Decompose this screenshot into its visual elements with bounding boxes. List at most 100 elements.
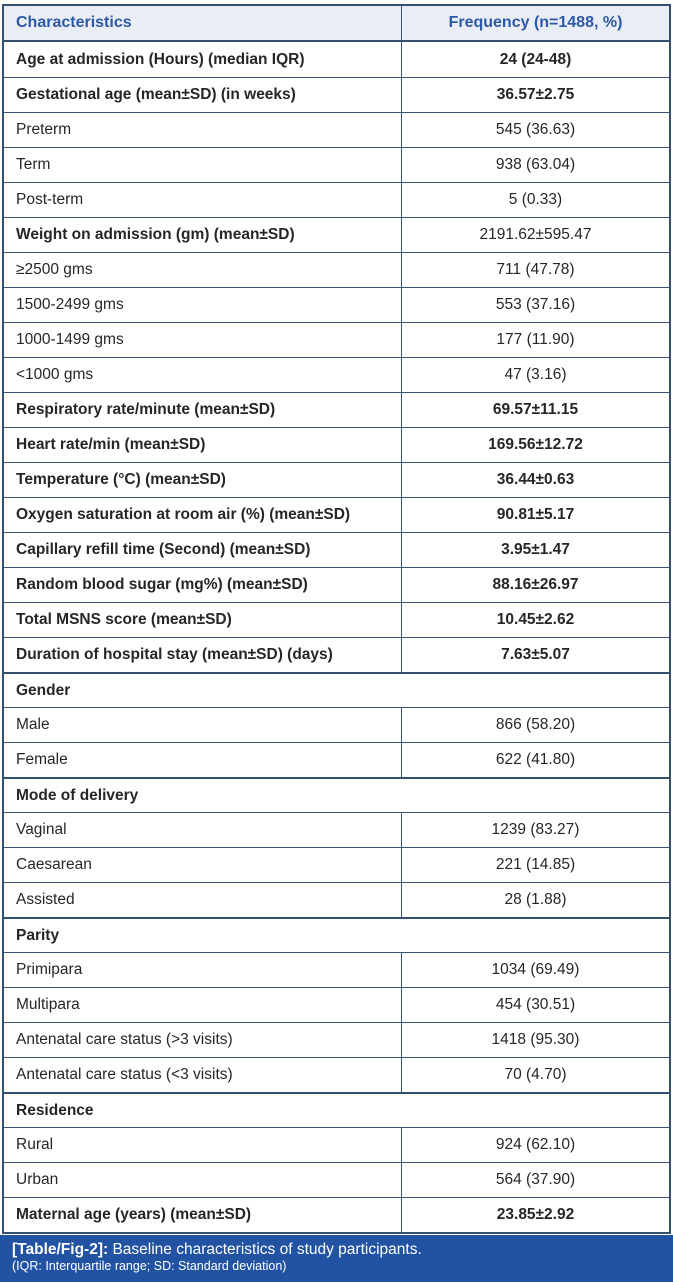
row-value: 2191.62±595.47: [479, 226, 592, 243]
table-row: <1000 gms 47 (3.16): [4, 357, 669, 392]
row-value: 924 (62.10): [495, 1136, 576, 1153]
row-label: Caesarean: [4, 848, 402, 882]
row-value: 36.44±0.63: [496, 471, 575, 488]
table-body: Age at admission (Hours) (median IQR) 24 …: [4, 42, 669, 1232]
row-value: 88.16±26.97: [492, 576, 579, 593]
row-value: 69.57±11.15: [492, 401, 579, 418]
section-row: Mode of delivery: [4, 777, 669, 812]
table-row: Random blood sugar (mg%) (mean±SD) 88.16±…: [4, 567, 669, 602]
table-row: Antenatal care status (>3 visits) 1418 (9…: [4, 1022, 669, 1057]
table-row: 1000-1499 gms 177 (11.90): [4, 322, 669, 357]
row-label: Post-term: [4, 183, 402, 217]
table-row: Total MSNS score (mean±SD) 10.45±2.62: [4, 602, 669, 637]
row-value: 90.81±5.17: [496, 506, 575, 523]
row-label: Oxygen saturation at room air (%) (mean±…: [4, 498, 402, 532]
table-row: Capillary refill time (Second) (mean±SD)…: [4, 532, 669, 567]
row-label: 1000-1499 gms: [4, 323, 402, 357]
section-label: Gender: [16, 681, 71, 699]
table-row: Maternal age (years) (mean±SD) 23.85±2.92: [4, 1197, 669, 1232]
row-label: Antenatal care status (>3 visits): [4, 1023, 402, 1057]
row-label: Multipara: [4, 988, 402, 1022]
row-value: 177 (11.90): [496, 331, 575, 348]
section-label: Parity: [16, 926, 60, 944]
row-label: Heart rate/min (mean±SD): [4, 428, 402, 462]
row-label: Female: [4, 743, 402, 777]
row-value: 28 (1.88): [504, 891, 567, 908]
section-label: Residence: [16, 1101, 94, 1119]
row-label: Primipara: [4, 953, 402, 987]
row-value: 47 (3.16): [504, 366, 567, 383]
row-value: 1034 (69.49): [491, 961, 580, 978]
caption-abbreviation-note: (IQR: Interquartile range; SD: Standard …: [12, 1259, 287, 1274]
row-label: ≥2500 gms: [4, 253, 402, 287]
row-value: 1418 (95.30): [491, 1031, 580, 1048]
row-label: Maternal age (years) (mean±SD): [4, 1198, 402, 1232]
table-row: Urban 564 (37.90): [4, 1162, 669, 1197]
caption-text: Baseline characteristics of study partic…: [112, 1241, 422, 1258]
row-value: 36.57±2.75: [496, 86, 575, 103]
row-value: 711 (47.78): [496, 261, 575, 278]
table-row: Post-term 5 (0.33): [4, 182, 669, 217]
row-value: 564 (37.90): [495, 1171, 576, 1188]
row-label: Capillary refill time (Second) (mean±SD): [4, 533, 402, 567]
row-value: 454 (30.51): [495, 996, 576, 1013]
table-row: Heart rate/min (mean±SD) 169.56±12.72: [4, 427, 669, 462]
row-value: 938 (63.04): [495, 156, 576, 173]
table-row: Vaginal 1239 (83.27): [4, 812, 669, 847]
row-value: 169.56±12.72: [488, 436, 583, 453]
table-row: Weight on admission (gm) (mean±SD) 2191.6…: [4, 217, 669, 252]
row-label: Assisted: [4, 883, 402, 917]
baseline-characteristics-table: Characteristics Frequency (n=1488, %) Ag…: [2, 4, 671, 1234]
row-value: 553 (37.16): [495, 296, 576, 313]
row-label: Term: [4, 148, 402, 182]
row-label: Preterm: [4, 113, 402, 147]
table-row: Term 938 (63.04): [4, 147, 669, 182]
section-row: Residence: [4, 1092, 669, 1127]
caption-line: [Table/Fig-2]: Baseline characteristics …: [12, 1240, 661, 1259]
table-row: Age at admission (Hours) (median IQR) 24 …: [4, 42, 669, 77]
column-header-characteristics: Characteristics: [4, 6, 402, 40]
row-label: Rural: [4, 1128, 402, 1162]
row-value: 545 (36.63): [495, 121, 576, 138]
table-row: Antenatal care status (<3 visits) 70 (4.7…: [4, 1057, 669, 1092]
table-row: Primipara 1034 (69.49): [4, 952, 669, 987]
table-row: Assisted 28 (1.88): [4, 882, 669, 917]
table-row: Preterm 545 (36.63): [4, 112, 669, 147]
table-row: Respiratory rate/minute (mean±SD) 69.57±1…: [4, 392, 669, 427]
column-header-frequency: Frequency (n=1488, %): [448, 14, 623, 31]
table-row: Female 622 (41.80): [4, 742, 669, 777]
row-label: Respiratory rate/minute (mean±SD): [4, 393, 402, 427]
row-label: Temperature (°C) (mean±SD): [4, 463, 402, 497]
section-row: Parity: [4, 917, 669, 952]
row-value: 70 (4.70): [504, 1066, 567, 1083]
table-row: Rural 924 (62.10): [4, 1127, 669, 1162]
table-row: ≥2500 gms 711 (47.78): [4, 252, 669, 287]
row-value: 3.95±1.47: [501, 541, 570, 558]
row-label: 1500-2499 gms: [4, 288, 402, 322]
row-label: Male: [4, 708, 402, 742]
table-caption-bar: [Table/Fig-2]: Baseline characteristics …: [0, 1235, 673, 1282]
row-value: 1239 (83.27): [491, 821, 580, 838]
row-value: 23.85±2.92: [496, 1206, 575, 1223]
row-label: Weight on admission (gm) (mean±SD): [4, 218, 402, 252]
section-label: Mode of delivery: [16, 786, 139, 804]
row-value: 24 (24-48): [499, 50, 572, 68]
table-row: Multipara 454 (30.51): [4, 987, 669, 1022]
row-label: Age at admission (Hours) (median IQR): [4, 42, 402, 77]
row-label: Duration of hospital stay (mean±SD) (day…: [4, 638, 402, 672]
row-value: 221 (14.85): [495, 856, 576, 873]
table-row: Temperature (°C) (mean±SD) 36.44±0.63: [4, 462, 669, 497]
table-row: Gestational age (mean±SD) (in weeks) 36.5…: [4, 77, 669, 112]
row-label: <1000 gms: [4, 358, 402, 392]
section-row: Gender: [4, 672, 669, 707]
row-value: 5 (0.33): [508, 191, 563, 208]
table-header-row: Characteristics Frequency (n=1488, %): [4, 6, 669, 42]
row-label: Random blood sugar (mg%) (mean±SD): [4, 568, 402, 602]
table-row: Oxygen saturation at room air (%) (mean±…: [4, 497, 669, 532]
row-label: Gestational age (mean±SD) (in weeks): [4, 78, 402, 112]
row-label: Urban: [4, 1163, 402, 1197]
table-row: 1500-2499 gms 553 (37.16): [4, 287, 669, 322]
row-value: 10.45±2.62: [496, 611, 575, 628]
table-row: Caesarean 221 (14.85): [4, 847, 669, 882]
